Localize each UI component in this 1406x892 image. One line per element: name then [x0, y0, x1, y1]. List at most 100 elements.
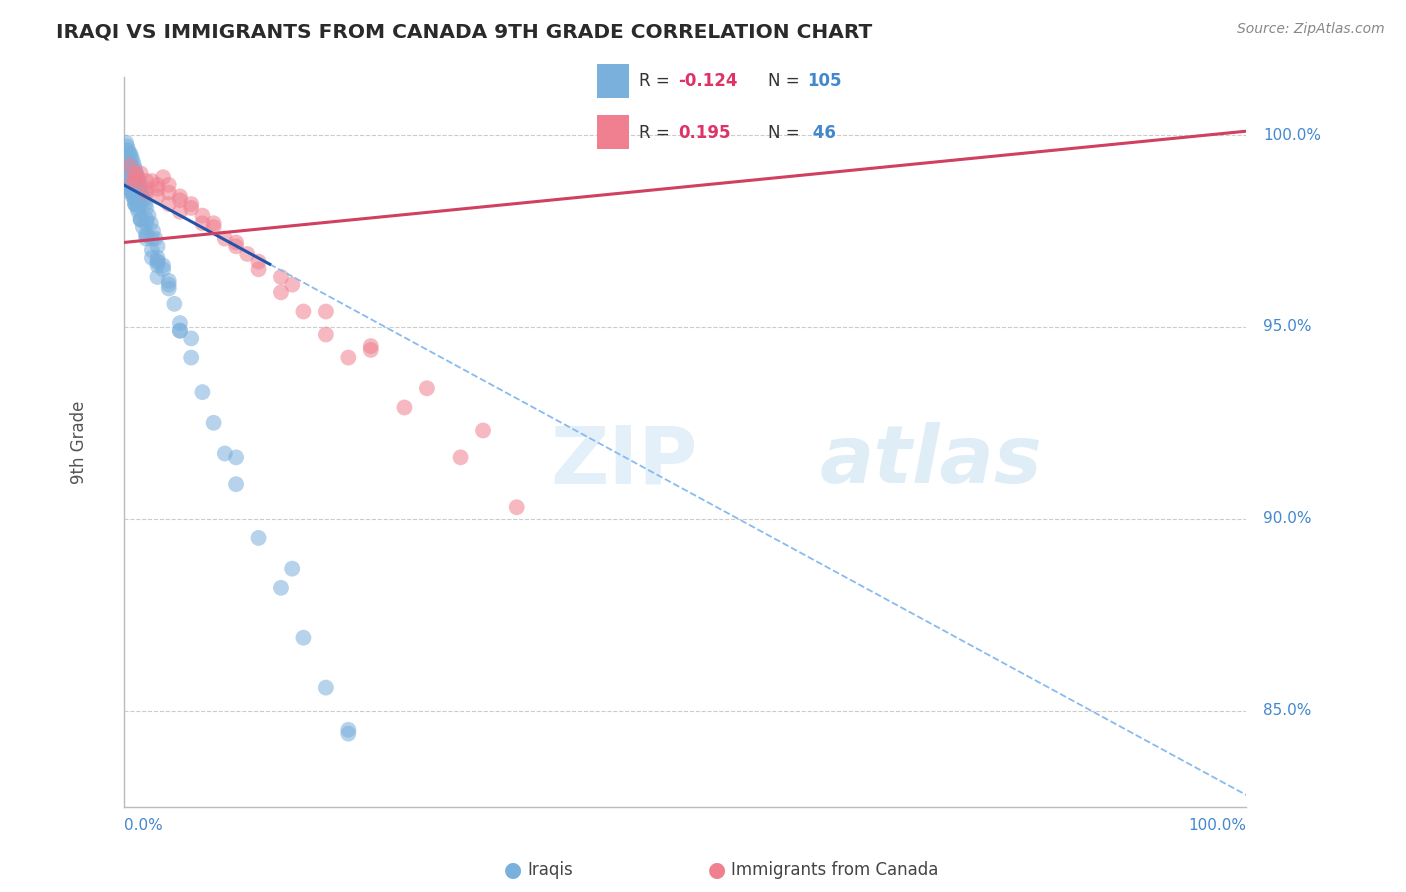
Point: [157, 186, 180, 200]
Point: [146, 178, 169, 192]
Text: atlas: atlas: [820, 422, 1042, 500]
Text: N =: N =: [768, 123, 806, 142]
Point: [270, 285, 292, 300]
Point: [127, 204, 149, 219]
Point: [337, 351, 360, 365]
Text: 105: 105: [807, 72, 842, 90]
Point: [146, 270, 169, 285]
Point: [132, 189, 155, 203]
Point: [337, 723, 360, 737]
Point: [152, 259, 174, 273]
Point: [337, 726, 360, 740]
Point: [225, 239, 247, 253]
Point: [281, 561, 304, 575]
Point: [118, 178, 141, 192]
Point: [129, 212, 152, 227]
Point: [135, 174, 157, 188]
Point: [121, 170, 143, 185]
Point: [180, 331, 202, 345]
Point: [141, 243, 163, 257]
Point: [124, 197, 146, 211]
Point: [225, 235, 247, 250]
Point: [247, 254, 270, 268]
Point: [124, 166, 146, 180]
Point: [125, 197, 148, 211]
Point: [146, 254, 169, 268]
Point: [157, 277, 180, 292]
Point: [115, 151, 138, 165]
Point: [115, 147, 138, 161]
Text: 85.0%: 85.0%: [1263, 703, 1312, 718]
Point: [214, 232, 236, 246]
Point: [146, 251, 169, 265]
Point: [247, 262, 270, 277]
Point: [146, 254, 169, 268]
Point: [157, 197, 180, 211]
Point: [146, 259, 169, 273]
Point: [157, 178, 180, 192]
Point: [121, 166, 143, 180]
Text: Iraqis: Iraqis: [527, 861, 574, 879]
Point: [129, 193, 152, 207]
Point: [315, 681, 337, 695]
Text: 95.0%: 95.0%: [1263, 319, 1312, 334]
Point: [169, 324, 191, 338]
Text: IRAQI VS IMMIGRANTS FROM CANADA 9TH GRADE CORRELATION CHART: IRAQI VS IMMIGRANTS FROM CANADA 9TH GRAD…: [56, 22, 873, 41]
Point: [129, 212, 152, 227]
Point: [180, 351, 202, 365]
Point: [225, 450, 247, 465]
Point: [120, 182, 142, 196]
Point: [169, 324, 191, 338]
Point: [169, 189, 191, 203]
Text: ●: ●: [505, 860, 522, 880]
Point: [124, 174, 146, 188]
Point: [117, 174, 139, 188]
Point: [146, 189, 169, 203]
Point: [122, 189, 145, 203]
Point: [157, 281, 180, 295]
Point: [121, 186, 143, 200]
Point: [129, 166, 152, 180]
Point: [225, 477, 247, 491]
Point: [506, 500, 529, 515]
Point: [132, 193, 155, 207]
Point: [139, 216, 162, 230]
Point: [122, 159, 145, 173]
Point: [202, 416, 225, 430]
Point: [157, 274, 180, 288]
Point: [118, 147, 141, 161]
Point: [169, 204, 191, 219]
Point: [191, 209, 214, 223]
Point: [135, 216, 157, 230]
Point: [315, 327, 337, 342]
Point: [125, 166, 148, 180]
Point: [202, 216, 225, 230]
Point: [124, 197, 146, 211]
Point: [122, 174, 145, 188]
Text: 0.195: 0.195: [678, 123, 730, 142]
Point: [163, 297, 186, 311]
Point: [143, 232, 166, 246]
Point: [127, 170, 149, 185]
Point: [236, 247, 259, 261]
Point: [117, 151, 139, 165]
Point: [127, 170, 149, 185]
Point: [124, 193, 146, 207]
Point: [121, 174, 143, 188]
Point: [115, 136, 138, 150]
Point: [394, 401, 416, 415]
Point: [118, 178, 141, 192]
Point: [129, 212, 152, 227]
Point: [138, 209, 160, 223]
Point: [152, 170, 174, 185]
Text: 0.0%: 0.0%: [124, 818, 163, 833]
Point: [118, 174, 141, 188]
Point: [120, 178, 142, 192]
Point: [127, 186, 149, 200]
Point: [191, 385, 214, 400]
Point: [120, 147, 142, 161]
Point: [142, 224, 165, 238]
Point: [191, 216, 214, 230]
Point: [180, 201, 202, 215]
Point: [121, 186, 143, 200]
